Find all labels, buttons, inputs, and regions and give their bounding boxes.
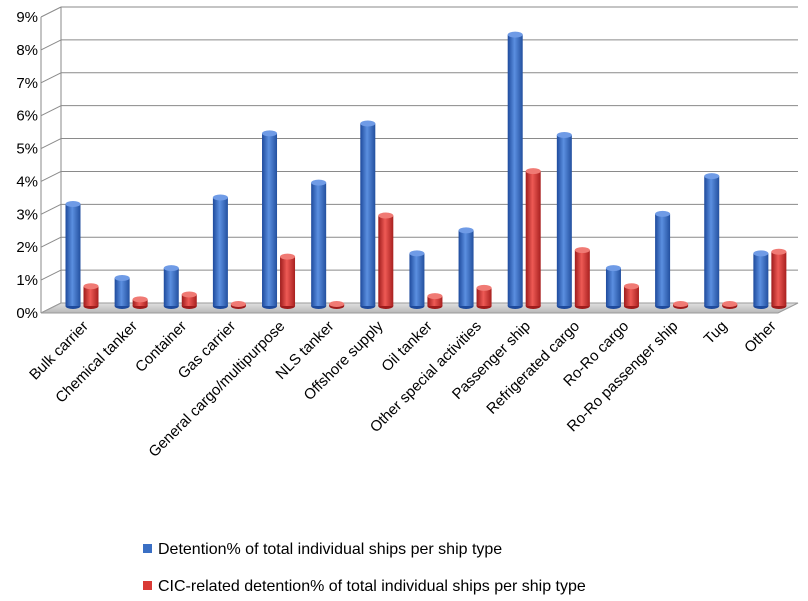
gridline-side — [40, 72, 62, 84]
bar-cic-detention — [230, 301, 246, 309]
bar-detention — [655, 210, 671, 309]
gridline-side — [40, 236, 62, 248]
legend-label-detention: Detention% of total individual ships per… — [158, 541, 503, 558]
y-tick-label: 1% — [16, 272, 38, 289]
bar-detention — [311, 179, 327, 309]
bar-detention — [65, 201, 81, 309]
y-tick-label: 2% — [16, 239, 38, 256]
y-tick-label: 3% — [16, 206, 38, 223]
bar-cic-detention — [525, 168, 541, 309]
y-tick-label: 9% — [16, 9, 38, 26]
bar-cic-detention — [574, 247, 590, 309]
y-tick-label: 8% — [16, 42, 38, 59]
bar-detention — [409, 250, 425, 309]
bar-detention — [458, 227, 474, 309]
gridline-side — [40, 105, 62, 117]
bar-cic-detention — [280, 253, 296, 309]
bar-chart: 0% 1% 2% 3% 4% 5% 6% 7% 8% 9% Bulk carrierChemica… — [16, 6, 799, 461]
y-tick-label: 7% — [16, 75, 38, 92]
bar-cic-detention — [476, 284, 492, 309]
bar-detention — [163, 265, 179, 309]
x-category-label: Other — [741, 318, 780, 357]
bar-cic-detention — [378, 212, 394, 309]
bar-cic-detention — [329, 301, 345, 309]
x-category-label: Tug — [701, 318, 731, 348]
gridlines — [40, 6, 798, 314]
bars — [65, 31, 787, 309]
bar-detention — [212, 194, 228, 309]
gridline-side — [40, 170, 62, 182]
bar-cic-detention — [722, 301, 738, 309]
bar-detention — [507, 31, 523, 309]
y-tick-label: 6% — [16, 108, 38, 125]
bar-cic-detention — [771, 248, 787, 309]
y-tick-label: 4% — [16, 173, 38, 190]
bar-cic-detention — [181, 291, 197, 309]
bar-cic-detention — [132, 296, 148, 309]
bar-detention — [704, 173, 720, 309]
gridline-side — [40, 6, 62, 18]
bar-detention — [262, 130, 278, 309]
bar-detention — [556, 131, 572, 309]
y-axis: 0% 1% 2% 3% 4% 5% 6% 7% 8% 9% — [16, 7, 62, 322]
gridline-side — [40, 39, 62, 51]
gridline-side — [40, 138, 62, 150]
bar-cic-detention — [83, 283, 99, 309]
legend-item-cic: CIC-related detention% of total individu… — [143, 578, 586, 596]
y-tick-label: 5% — [16, 141, 38, 158]
bar-cic-detention — [623, 283, 639, 309]
bar-detention — [753, 250, 769, 309]
legend-label-cic: CIC-related detention% of total individu… — [158, 578, 586, 595]
bar-detention — [360, 120, 376, 309]
gridline-side — [40, 269, 62, 281]
bar-cic-detention — [673, 301, 689, 309]
y-tick-label: 0% — [16, 305, 38, 322]
gridline-side — [40, 203, 62, 215]
bar-detention — [114, 275, 130, 309]
legend-swatch-red — [143, 581, 152, 591]
legend-swatch-blue — [143, 544, 152, 554]
legend-item-detention: Detention% of total individual ships per… — [143, 541, 502, 559]
bar-detention — [605, 265, 621, 309]
bar-cic-detention — [427, 293, 443, 309]
x-category-label: Refrigerated cargo — [483, 318, 583, 418]
